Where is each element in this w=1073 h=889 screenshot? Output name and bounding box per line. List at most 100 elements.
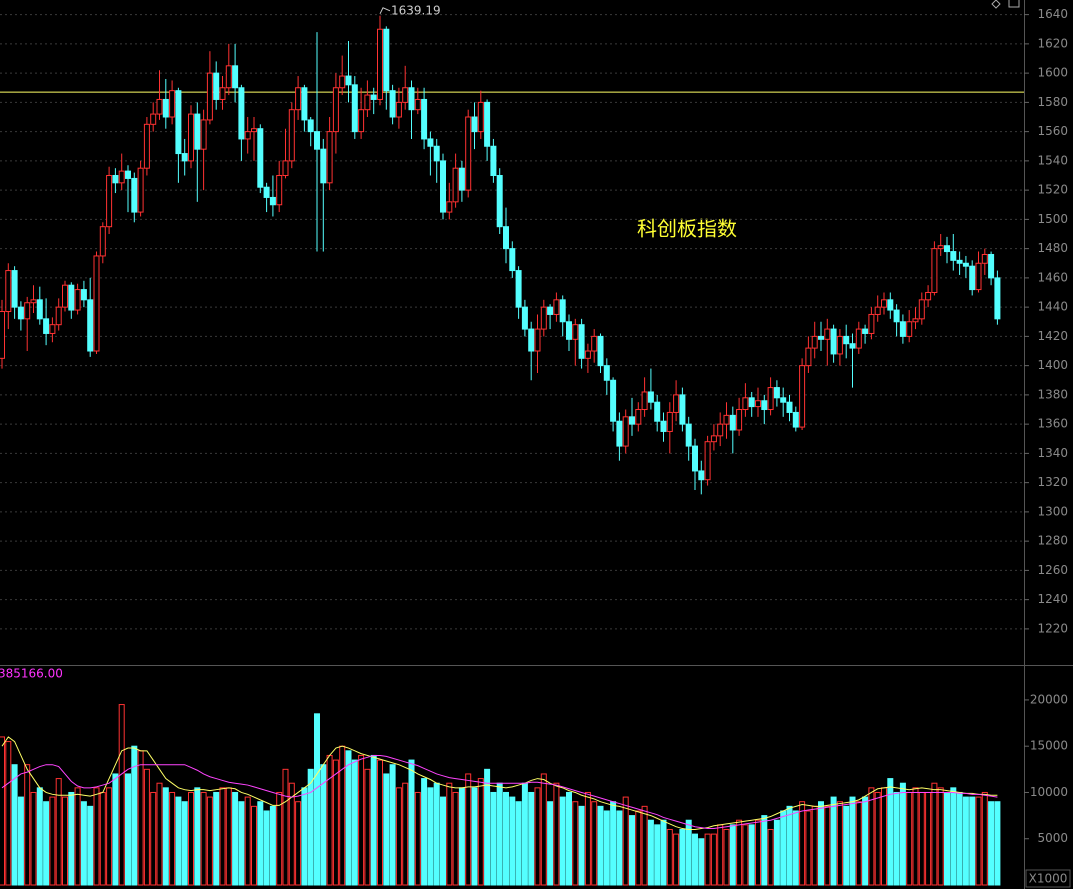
- candle-body: [452, 167, 459, 203]
- volume-bar: [452, 791, 459, 886]
- candle-body: [641, 391, 648, 411]
- volume-bar: [818, 801, 824, 886]
- y-tick-label: 1560: [1037, 124, 1068, 138]
- candle-body: [238, 87, 245, 140]
- volume-bar: [465, 773, 472, 886]
- candle-body: [528, 328, 535, 352]
- candle-body: [925, 292, 932, 301]
- candle-body: [780, 397, 787, 403]
- volume-bar: [830, 796, 837, 886]
- volume-bar: [988, 801, 995, 886]
- volume-bar: [629, 815, 635, 886]
- candle-body: [427, 138, 434, 147]
- candle-body: [918, 299, 925, 320]
- candle-body: [666, 411, 673, 432]
- volume-bar: [68, 791, 75, 886]
- candle-body: [610, 379, 617, 422]
- candle-body: [370, 94, 377, 100]
- candle-body: [818, 335, 824, 340]
- candle-body: [767, 387, 774, 411]
- volume-bar: [799, 801, 806, 886]
- volume-bar: [484, 768, 491, 886]
- volume-bar: [5, 741, 12, 886]
- volume-bar: [811, 805, 818, 886]
- candle-body: [786, 401, 793, 413]
- unit-label: X1000: [1029, 872, 1068, 886]
- y-tick-label: 1280: [1037, 534, 1068, 548]
- y-tick-label: 1240: [1037, 592, 1068, 606]
- volume-bar: [49, 796, 56, 886]
- volume-bar: [219, 787, 226, 886]
- candle-body: [748, 397, 755, 408]
- candle-body: [150, 113, 157, 125]
- volume-bar: [635, 810, 642, 886]
- volume-bar: [408, 759, 415, 886]
- y-tick-label: 1580: [1037, 95, 1068, 109]
- max-flag: [379, 7, 391, 15]
- candle-body: [566, 321, 572, 340]
- volume-bar: [547, 801, 554, 886]
- candle-body: [572, 324, 579, 340]
- volume-bar: [458, 787, 465, 886]
- volume-bar: [175, 796, 182, 886]
- candle-body: [131, 177, 138, 213]
- volume-bar: [591, 801, 598, 886]
- volume-bar: [641, 805, 648, 886]
- volume-bar: [188, 791, 194, 886]
- volume-bar: [402, 782, 409, 886]
- candle-body: [30, 299, 37, 304]
- volume-bar: [0, 736, 5, 886]
- candle-body: [276, 175, 283, 206]
- volume-bar: [944, 791, 950, 886]
- y-tick-label: 1440: [1037, 300, 1068, 314]
- volume-bar: [710, 833, 717, 886]
- candle-body: [206, 72, 213, 121]
- y-tick-label: 1620: [1037, 36, 1068, 50]
- volume-bar: [55, 778, 62, 886]
- y-tick-label: 1420: [1037, 329, 1068, 343]
- candle-body: [156, 98, 163, 115]
- icon[interactable]: [991, 0, 1001, 9]
- volume-bar: [364, 768, 371, 886]
- volume-bar: [162, 787, 169, 886]
- unit-box: [1025, 869, 1071, 888]
- icon[interactable]: [1008, 0, 1020, 8]
- candle-body: [377, 28, 383, 100]
- volume-bar: [994, 801, 1001, 886]
- candle-body: [603, 365, 610, 381]
- candle-body: [269, 196, 276, 206]
- candle-body: [710, 435, 717, 443]
- volume-bar: [213, 791, 220, 886]
- volume-bar: [74, 787, 81, 886]
- candle-body: [288, 109, 295, 162]
- candle-body: [118, 170, 125, 184]
- volume-bar: [925, 791, 932, 886]
- volume-bar: [80, 801, 87, 886]
- volume-bar: [414, 791, 421, 886]
- volume-bar: [969, 796, 976, 886]
- candle-body: [887, 299, 894, 311]
- volume-bar: [301, 787, 308, 886]
- candle-body: [981, 253, 988, 264]
- volume-bar: [43, 801, 50, 886]
- candle-body: [799, 365, 806, 428]
- volume-bar: [395, 787, 402, 886]
- volume-bar: [112, 773, 119, 886]
- candle-body: [301, 87, 308, 121]
- volume-bar: [11, 764, 18, 886]
- candle-body: [125, 170, 131, 179]
- candle-body: [773, 387, 780, 399]
- y-tick-label: 1300: [1037, 504, 1068, 518]
- candle-body: [402, 87, 409, 103]
- volume-bar: [200, 791, 207, 886]
- volume-bar: [427, 787, 434, 886]
- volume-bar: [143, 768, 150, 886]
- volume-bar: [786, 805, 793, 886]
- candle-body: [244, 131, 251, 140]
- candle-body: [137, 167, 144, 213]
- volume-bar: [377, 759, 383, 886]
- candle-body: [282, 160, 289, 177]
- candle-body: [225, 65, 232, 89]
- volume-bar: [540, 773, 547, 886]
